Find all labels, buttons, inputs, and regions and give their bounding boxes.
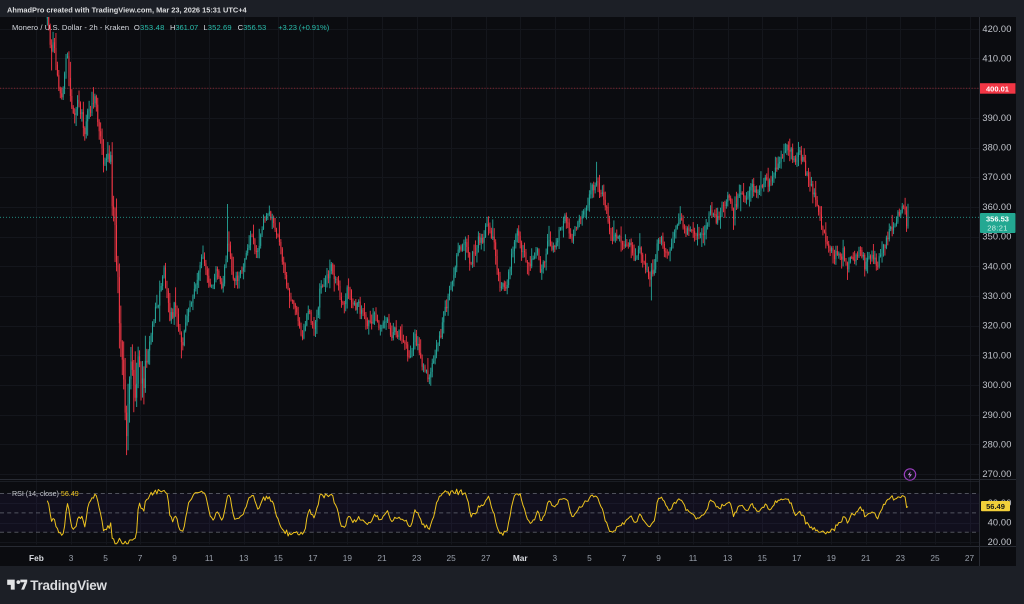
svg-text:Monero / U.S. Dollar - 2h - Kr: Monero / U.S. Dollar - 2h - Kraken bbox=[12, 23, 129, 32]
svg-text:420.00: 420.00 bbox=[982, 24, 1011, 34]
svg-text:390.00: 390.00 bbox=[982, 113, 1011, 123]
svg-text:380.00: 380.00 bbox=[982, 143, 1011, 153]
svg-text:15: 15 bbox=[758, 553, 768, 563]
svg-text:O353.48: O353.48 bbox=[134, 23, 164, 32]
svg-text:270.00: 270.00 bbox=[982, 469, 1011, 479]
svg-text:20.00: 20.00 bbox=[988, 537, 1012, 547]
svg-text:350.00: 350.00 bbox=[982, 232, 1011, 242]
svg-text:280.00: 280.00 bbox=[982, 439, 1011, 449]
svg-text:3: 3 bbox=[552, 553, 557, 563]
svg-text:5: 5 bbox=[587, 553, 592, 563]
svg-text:3: 3 bbox=[69, 553, 74, 563]
svg-text:AhmadPro created with TradingV: AhmadPro created with TradingView.com, M… bbox=[7, 6, 248, 15]
svg-text:300.00: 300.00 bbox=[982, 380, 1011, 390]
svg-text:19: 19 bbox=[827, 553, 837, 563]
svg-text:400.01: 400.01 bbox=[986, 84, 1009, 93]
svg-text:17: 17 bbox=[308, 553, 318, 563]
svg-text:L352.69: L352.69 bbox=[203, 23, 231, 32]
svg-text:340.00: 340.00 bbox=[982, 261, 1011, 271]
svg-text:Feb: Feb bbox=[29, 553, 44, 563]
svg-text:C356.53: C356.53 bbox=[238, 23, 267, 32]
svg-text:11: 11 bbox=[205, 553, 214, 563]
svg-text:28:21: 28:21 bbox=[987, 224, 1008, 233]
svg-text:7: 7 bbox=[138, 553, 143, 563]
svg-text:21: 21 bbox=[861, 553, 871, 563]
svg-text:27: 27 bbox=[481, 553, 491, 563]
svg-text:56.49: 56.49 bbox=[986, 502, 1005, 511]
svg-text:25: 25 bbox=[446, 553, 456, 563]
svg-text:13: 13 bbox=[239, 553, 249, 563]
svg-text:290.00: 290.00 bbox=[982, 410, 1011, 420]
svg-text:5: 5 bbox=[103, 553, 108, 563]
svg-text:25: 25 bbox=[930, 553, 940, 563]
svg-text:23: 23 bbox=[896, 553, 906, 563]
svg-text:9: 9 bbox=[172, 553, 177, 563]
svg-text:H361.07: H361.07 bbox=[170, 23, 198, 32]
svg-text:27: 27 bbox=[965, 553, 975, 563]
svg-text:410.00: 410.00 bbox=[982, 54, 1011, 64]
svg-text:19: 19 bbox=[343, 553, 353, 563]
svg-text:9: 9 bbox=[656, 553, 661, 563]
svg-text:Mar: Mar bbox=[513, 553, 529, 563]
svg-text:356.53: 356.53 bbox=[986, 215, 1009, 224]
svg-text:RSI (14, close) 56.49: RSI (14, close) 56.49 bbox=[12, 490, 79, 498]
svg-text:+3.23 (+0.91%): +3.23 (+0.91%) bbox=[278, 23, 330, 32]
svg-text:13: 13 bbox=[723, 553, 733, 563]
svg-text:21: 21 bbox=[377, 553, 387, 563]
svg-text:310.00: 310.00 bbox=[982, 350, 1011, 360]
svg-text:15: 15 bbox=[274, 553, 284, 563]
svg-text:11: 11 bbox=[689, 553, 698, 563]
svg-text:23: 23 bbox=[412, 553, 422, 563]
svg-text:320.00: 320.00 bbox=[982, 321, 1011, 331]
svg-text:17: 17 bbox=[792, 553, 802, 563]
svg-text:360.00: 360.00 bbox=[982, 202, 1011, 212]
svg-text:40.00: 40.00 bbox=[988, 518, 1012, 528]
svg-text:330.00: 330.00 bbox=[982, 291, 1011, 301]
svg-text:7: 7 bbox=[622, 553, 627, 563]
svg-text:TradingView: TradingView bbox=[30, 578, 107, 593]
svg-text:370.00: 370.00 bbox=[982, 172, 1011, 182]
